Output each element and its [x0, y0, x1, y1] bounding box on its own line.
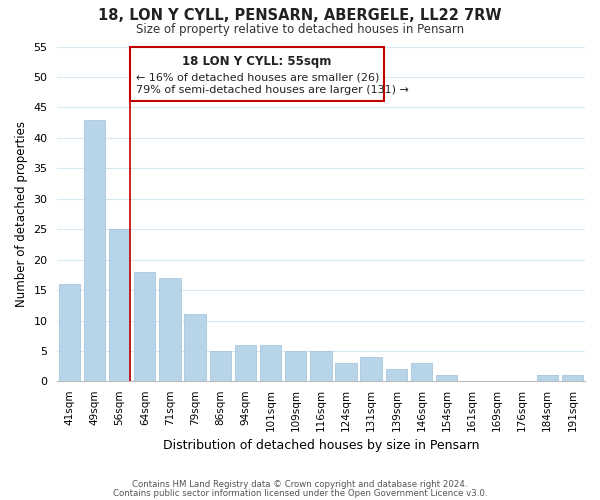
Bar [361, 357, 382, 382]
Text: Size of property relative to detached houses in Pensarn: Size of property relative to detached ho… [136, 22, 464, 36]
Bar [84, 120, 105, 382]
FancyBboxPatch shape [130, 46, 384, 102]
Bar [209, 351, 231, 382]
Bar [386, 369, 407, 382]
Bar [134, 272, 155, 382]
Bar [59, 284, 80, 382]
Text: Contains HM Land Registry data © Crown copyright and database right 2024.: Contains HM Land Registry data © Crown c… [132, 480, 468, 489]
Y-axis label: Number of detached properties: Number of detached properties [15, 121, 28, 307]
Bar [109, 229, 130, 382]
Bar [562, 376, 583, 382]
Bar [436, 376, 457, 382]
Bar [285, 351, 307, 382]
Text: ← 16% of detached houses are smaller (26): ← 16% of detached houses are smaller (26… [136, 72, 379, 83]
Text: 18, LON Y CYLL, PENSARN, ABERGELE, LL22 7RW: 18, LON Y CYLL, PENSARN, ABERGELE, LL22 … [98, 8, 502, 22]
Bar [335, 363, 357, 382]
Bar [260, 345, 281, 382]
Text: 18 LON Y CYLL: 55sqm: 18 LON Y CYLL: 55sqm [182, 55, 332, 68]
Bar [159, 278, 181, 382]
Text: Contains public sector information licensed under the Open Government Licence v3: Contains public sector information licen… [113, 489, 487, 498]
Bar [184, 314, 206, 382]
Bar [235, 345, 256, 382]
Bar [411, 363, 432, 382]
Text: 79% of semi-detached houses are larger (131) →: 79% of semi-detached houses are larger (… [136, 84, 409, 94]
X-axis label: Distribution of detached houses by size in Pensarn: Distribution of detached houses by size … [163, 440, 479, 452]
Bar [536, 376, 558, 382]
Bar [310, 351, 332, 382]
